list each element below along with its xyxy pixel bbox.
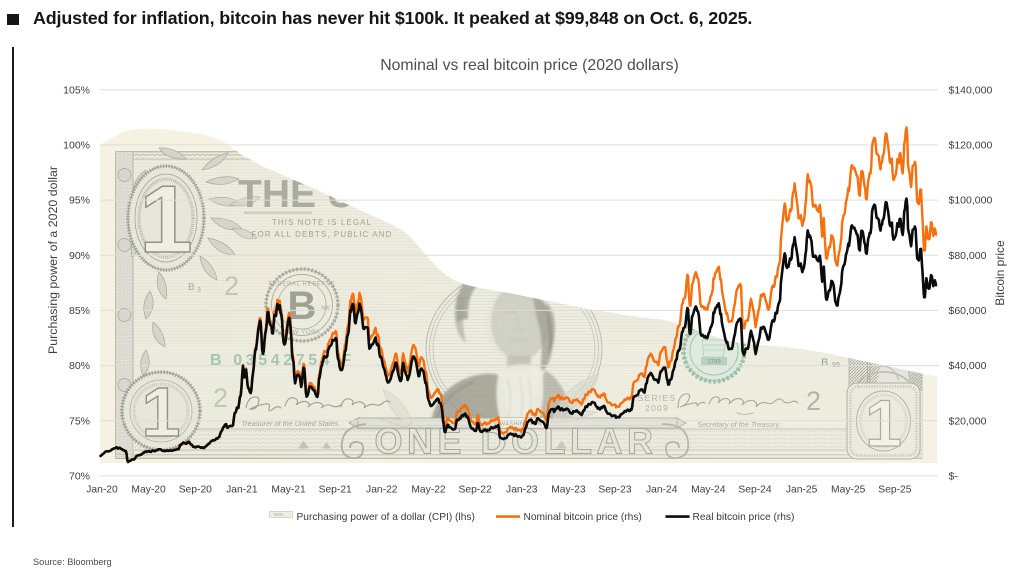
svg-text:Bitcoin price: Bitcoin price bbox=[993, 240, 1007, 306]
svg-text:75%: 75% bbox=[69, 415, 90, 427]
svg-text:Jan-23: Jan-23 bbox=[506, 485, 538, 496]
svg-text:2: 2 bbox=[806, 276, 821, 306]
svg-text:85%: 85% bbox=[69, 305, 90, 317]
svg-text:$-: $- bbox=[949, 471, 959, 483]
svg-text:Jan-21: Jan-21 bbox=[226, 485, 258, 496]
svg-text:Jan-24: Jan-24 bbox=[646, 485, 678, 496]
svg-text:Jan-20: Jan-20 bbox=[86, 485, 118, 496]
svg-text:Sep-21: Sep-21 bbox=[319, 485, 352, 496]
svg-text:May-24: May-24 bbox=[691, 485, 726, 496]
svg-text:100%: 100% bbox=[63, 140, 90, 152]
svg-text:$140,000: $140,000 bbox=[949, 84, 993, 96]
svg-text:$20,000: $20,000 bbox=[949, 415, 987, 427]
svg-text:$80,000: $80,000 bbox=[949, 250, 987, 262]
svg-text:95%: 95% bbox=[69, 195, 90, 207]
svg-text:Sep-22: Sep-22 bbox=[458, 485, 491, 496]
svg-text:70%: 70% bbox=[69, 471, 90, 483]
svg-text:Sep-25: Sep-25 bbox=[878, 485, 911, 496]
svg-text:Nominal vs real bitcoin price: Nominal vs real bitcoin price (2020 doll… bbox=[380, 57, 679, 74]
svg-text:Real bitcoin price (rhs): Real bitcoin price (rhs) bbox=[693, 512, 795, 523]
svg-text:Sep-24: Sep-24 bbox=[738, 485, 771, 496]
svg-text:$40,000: $40,000 bbox=[949, 360, 987, 372]
svg-text:Jan-22: Jan-22 bbox=[366, 485, 398, 496]
svg-text:Purchasing power of a dollar (: Purchasing power of a dollar (CPI) (lhs) bbox=[297, 512, 475, 523]
svg-text:$120,000: $120,000 bbox=[949, 140, 993, 152]
svg-text:105%: 105% bbox=[63, 84, 90, 96]
svg-text:May-23: May-23 bbox=[551, 485, 586, 496]
svg-text:Purchasing power of a 2020 dol: Purchasing power of a 2020 dollar bbox=[46, 166, 60, 354]
svg-text:May-21: May-21 bbox=[271, 485, 306, 496]
svg-text:Nominal bitcoin price (rhs): Nominal bitcoin price (rhs) bbox=[524, 512, 642, 523]
svg-text:90%: 90% bbox=[69, 250, 90, 262]
svg-text:May-25: May-25 bbox=[831, 485, 866, 496]
svg-text:Jan-25: Jan-25 bbox=[786, 485, 818, 496]
svg-text:May-22: May-22 bbox=[411, 485, 446, 496]
svg-text:$60,000: $60,000 bbox=[949, 305, 987, 317]
svg-text:May-20: May-20 bbox=[131, 485, 166, 496]
svg-text:$100,000: $100,000 bbox=[949, 195, 993, 207]
svg-text:Sep-23: Sep-23 bbox=[598, 485, 631, 496]
svg-text:Source: Bloomberg: Source: Bloomberg bbox=[33, 557, 112, 567]
svg-text:80%: 80% bbox=[69, 360, 90, 372]
svg-text:Sep-20: Sep-20 bbox=[179, 485, 212, 496]
